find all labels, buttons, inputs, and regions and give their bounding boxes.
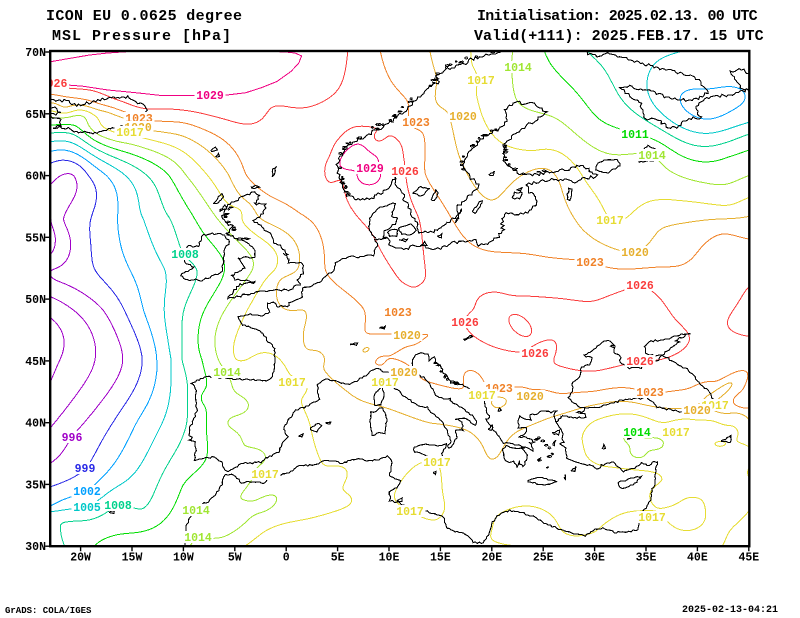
- svg-text:40N: 40N: [25, 418, 46, 431]
- svg-text:60N: 60N: [25, 171, 46, 184]
- svg-text:1014: 1014: [638, 150, 666, 163]
- svg-text:1014: 1014: [623, 427, 651, 440]
- svg-text:1023: 1023: [402, 117, 430, 130]
- svg-text:10E: 10E: [379, 552, 400, 565]
- svg-text:1002: 1002: [73, 486, 101, 499]
- svg-text:35E: 35E: [636, 552, 657, 565]
- svg-text:15E: 15E: [430, 552, 451, 565]
- svg-text:1023: 1023: [636, 387, 664, 400]
- svg-text:1023: 1023: [384, 307, 412, 320]
- svg-text:1005: 1005: [73, 502, 101, 515]
- svg-text:20W: 20W: [70, 552, 91, 565]
- svg-text:1014: 1014: [182, 505, 210, 518]
- svg-text:1020: 1020: [449, 111, 477, 124]
- svg-text:1017: 1017: [468, 390, 496, 403]
- svg-text:1029: 1029: [356, 163, 384, 176]
- svg-text:1008: 1008: [104, 500, 132, 513]
- svg-text:1017: 1017: [467, 75, 495, 88]
- svg-text:999: 999: [75, 463, 96, 476]
- svg-text:45E: 45E: [738, 552, 759, 565]
- svg-text:1017: 1017: [596, 215, 624, 228]
- svg-text:40E: 40E: [687, 552, 708, 565]
- svg-text:30N: 30N: [25, 541, 46, 554]
- svg-text:15W: 15W: [122, 552, 143, 565]
- svg-text:1023: 1023: [576, 257, 604, 270]
- svg-text:65N: 65N: [25, 109, 46, 122]
- svg-text:1020: 1020: [621, 247, 649, 260]
- svg-text:1029: 1029: [196, 90, 224, 103]
- svg-text:1017: 1017: [278, 377, 306, 390]
- svg-text:1026: 1026: [451, 317, 479, 330]
- svg-text:1014: 1014: [213, 367, 241, 380]
- svg-text:1026: 1026: [626, 356, 654, 369]
- svg-text:5E: 5E: [331, 552, 345, 565]
- svg-text:20E: 20E: [481, 552, 502, 565]
- svg-text:45N: 45N: [25, 356, 46, 369]
- svg-text:1014: 1014: [504, 62, 532, 75]
- svg-text:1017: 1017: [251, 469, 279, 482]
- svg-text:0: 0: [283, 552, 290, 565]
- svg-text:1020: 1020: [683, 405, 711, 418]
- svg-text:30E: 30E: [584, 552, 605, 565]
- svg-text:1020: 1020: [516, 391, 544, 404]
- svg-text:1017: 1017: [638, 512, 666, 525]
- svg-text:10W: 10W: [173, 552, 194, 565]
- svg-text:25E: 25E: [533, 552, 554, 565]
- svg-text:35N: 35N: [25, 479, 46, 492]
- svg-text:50N: 50N: [25, 294, 46, 307]
- svg-text:70N: 70N: [25, 47, 46, 60]
- svg-text:1026: 1026: [391, 166, 419, 179]
- svg-text:026: 026: [47, 78, 68, 91]
- svg-text:5W: 5W: [228, 552, 242, 565]
- svg-text:996: 996: [62, 432, 83, 445]
- svg-text:1011: 1011: [621, 129, 649, 142]
- svg-text:1008: 1008: [171, 249, 199, 262]
- svg-text:1026: 1026: [521, 348, 549, 361]
- svg-text:1017: 1017: [116, 127, 144, 140]
- svg-text:1014: 1014: [184, 532, 212, 545]
- svg-text:55N: 55N: [25, 232, 46, 245]
- svg-text:1017: 1017: [396, 506, 424, 519]
- svg-text:1017: 1017: [371, 377, 399, 390]
- svg-text:1020: 1020: [393, 330, 421, 343]
- svg-text:1017: 1017: [662, 427, 690, 440]
- svg-text:1017: 1017: [423, 457, 451, 470]
- svg-text:1026: 1026: [626, 280, 654, 293]
